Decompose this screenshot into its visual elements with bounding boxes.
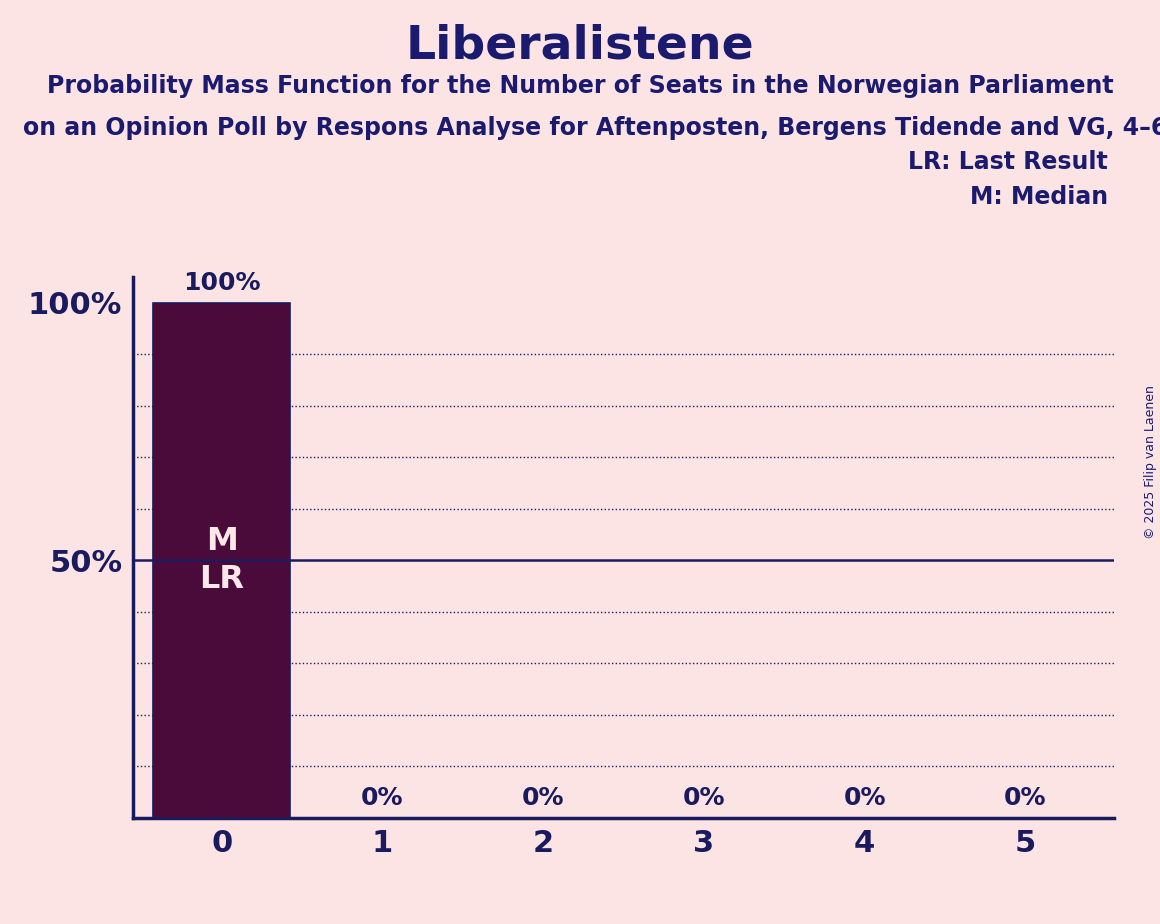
Text: LR: Last Result: LR: Last Result bbox=[908, 150, 1108, 174]
Text: M: Median: M: Median bbox=[970, 185, 1108, 209]
Text: 0%: 0% bbox=[522, 786, 565, 810]
Text: © 2025 Filip van Laenen: © 2025 Filip van Laenen bbox=[1144, 385, 1158, 539]
Text: 0%: 0% bbox=[682, 786, 725, 810]
Text: M
LR: M LR bbox=[200, 526, 245, 595]
Text: 0%: 0% bbox=[361, 786, 404, 810]
Text: 100%: 100% bbox=[183, 272, 261, 296]
Text: 0%: 0% bbox=[843, 786, 886, 810]
Text: 0%: 0% bbox=[1003, 786, 1046, 810]
Text: Probability Mass Function for the Number of Seats in the Norwegian Parliament: Probability Mass Function for the Number… bbox=[46, 74, 1114, 98]
Text: on an Opinion Poll by Respons Analyse for Aftenposten, Bergens Tidende and VG, 4: on an Opinion Poll by Respons Analyse fo… bbox=[23, 116, 1160, 140]
Text: Liberalistene: Liberalistene bbox=[406, 23, 754, 68]
Bar bbox=[153, 303, 290, 818]
